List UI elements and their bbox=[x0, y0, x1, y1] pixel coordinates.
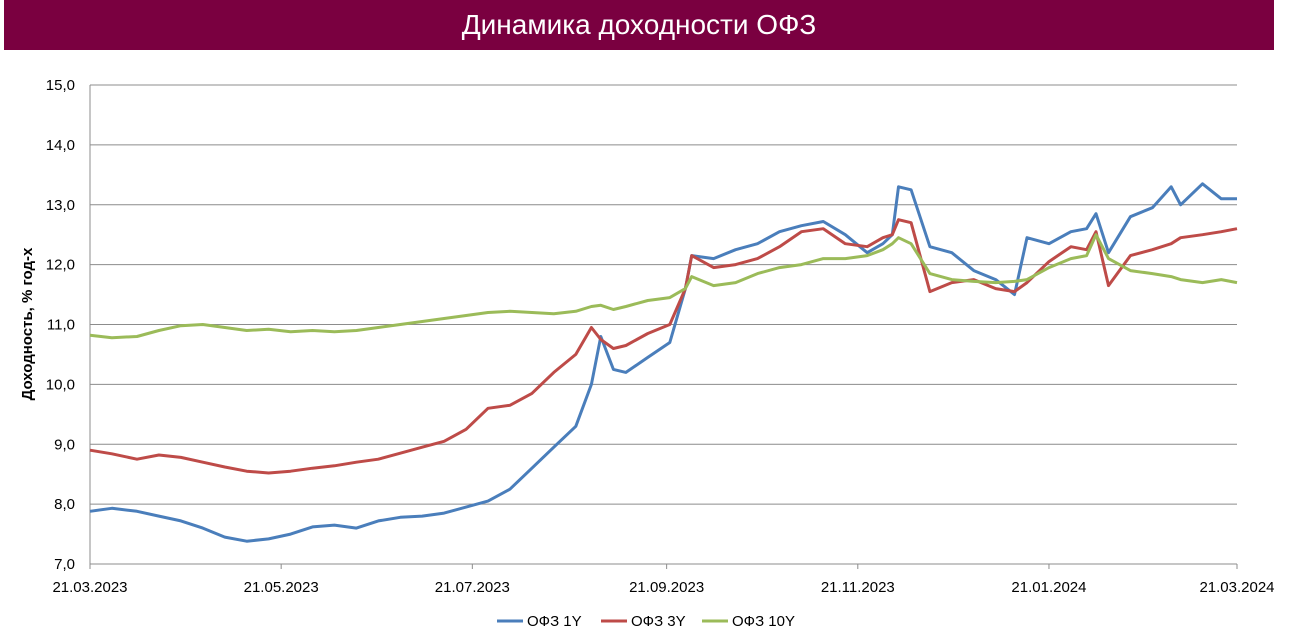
legend-label-3: ОФЗ 10Y bbox=[732, 613, 795, 630]
chart-title: Динамика доходности ОФЗ bbox=[461, 9, 817, 40]
axes bbox=[89, 85, 1238, 569]
y-axis-tick-labels: 7,0 8,0 9,0 10,0 11,0 12,0 13,0 14,0 15,0 bbox=[46, 77, 75, 573]
series-line-1 bbox=[89, 182, 1237, 543]
y-axis-label: Доходность, % год-х bbox=[19, 247, 36, 400]
x-tick-label: 21.07.2023 bbox=[435, 579, 510, 596]
x-tick-label: 21.05.2023 bbox=[244, 579, 319, 596]
series-line-3 bbox=[89, 233, 1238, 340]
x-axis-tick-labels: 21.03.2023 21.05.2023 21.07.2023 21.09.2023… bbox=[52, 579, 1274, 596]
x-tick-label: 21.11.2023 bbox=[821, 579, 895, 596]
y-tick-label: 7,0 bbox=[54, 556, 75, 573]
x-tick-label: 21.03.2024 bbox=[1199, 579, 1274, 596]
y-tick-label: 13,0 bbox=[46, 197, 75, 214]
legend-label-2: ОФЗ 3Y bbox=[631, 613, 686, 630]
x-tick-label: 21.01.2024 bbox=[1011, 579, 1086, 596]
grid-lines bbox=[90, 84, 1237, 505]
y-tick-label: 8,0 bbox=[54, 496, 75, 513]
y-tick-label: 9,0 bbox=[54, 436, 75, 453]
x-tick-label: 21.03.2023 bbox=[52, 579, 127, 596]
series-lines bbox=[89, 182, 1238, 543]
x-tick-label: 21.09.2023 bbox=[629, 579, 704, 596]
y-tick-label: 14,0 bbox=[46, 137, 75, 154]
chart-title-banner: Динамика доходности ОФЗ bbox=[4, 0, 1274, 50]
y-tick-label: 12,0 bbox=[46, 257, 75, 274]
legend: ОФЗ 1Y ОФЗ 3Y ОФЗ 10Y bbox=[497, 613, 795, 630]
legend-label-1: ОФЗ 1Y bbox=[527, 613, 582, 630]
y-tick-label: 11,0 bbox=[47, 317, 75, 334]
y-tick-label: 15,0 bbox=[46, 77, 75, 94]
y-tick-label: 10,0 bbox=[46, 376, 75, 393]
series-line-2 bbox=[89, 218, 1238, 475]
